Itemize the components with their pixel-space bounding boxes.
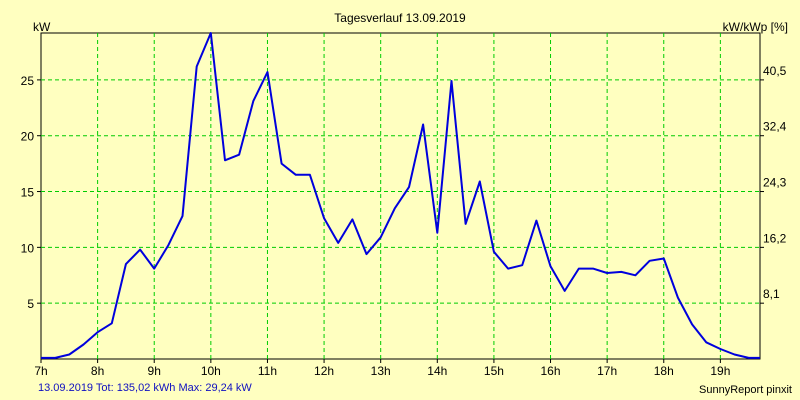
y-axis-left: 5 10 15 20 25 (21, 74, 41, 311)
y-axis-label: kW (33, 20, 51, 34)
y2-tick-label: 8,1 (763, 287, 780, 301)
y2-tick-label: 24,3 (763, 176, 787, 190)
grid-lines (41, 33, 760, 359)
y-tick-label: 10 (21, 241, 35, 255)
credit-footer: SunnyReport pinxit (699, 384, 792, 396)
y-tick-label: 5 (27, 297, 34, 311)
x-axis: 7h 8h 9h 10h 11h 12h 13h 14h 15h 16h 17h 18h 19h (34, 359, 730, 378)
series-line (41, 32, 760, 359)
x-tick-label: 16h (541, 364, 561, 378)
y-axis-right: 8,1 16,2 24,3 32,4 40,5 (760, 64, 787, 304)
y-tick-label: 20 (21, 130, 35, 144)
x-tick-label: 11h (258, 364, 277, 378)
x-tick-label: 9h (148, 364, 161, 378)
x-tick-label: 8h (91, 364, 104, 378)
y-tick-label: 15 (21, 186, 35, 200)
x-tick-label: 13h (371, 364, 391, 378)
plot-area (40, 32, 761, 360)
chart-title: Tagesverlauf 13.09.2019 (334, 11, 466, 25)
summary-footer: 13.09.2019 Tot: 135,02 kWh Max: 29,24 kW (38, 382, 252, 394)
y2-axis-label: kW/kWp [%] (722, 20, 788, 34)
x-tick-label: 19h (710, 364, 730, 378)
x-tick-label: 17h (597, 364, 617, 378)
x-tick-label: 18h (654, 364, 674, 378)
y-tick-label: 25 (21, 74, 35, 88)
x-tick-label: 14h (427, 364, 447, 378)
x-tick-label: 12h (314, 364, 334, 378)
x-tick-label: 15h (484, 364, 504, 378)
y2-tick-label: 32,4 (763, 120, 787, 134)
x-tick-label: 10h (201, 364, 221, 378)
series-lines (41, 32, 760, 359)
y2-tick-label: 16,2 (763, 231, 787, 245)
x-tick-label: 7h (34, 364, 47, 378)
y2-tick-label: 40,5 (763, 64, 787, 78)
